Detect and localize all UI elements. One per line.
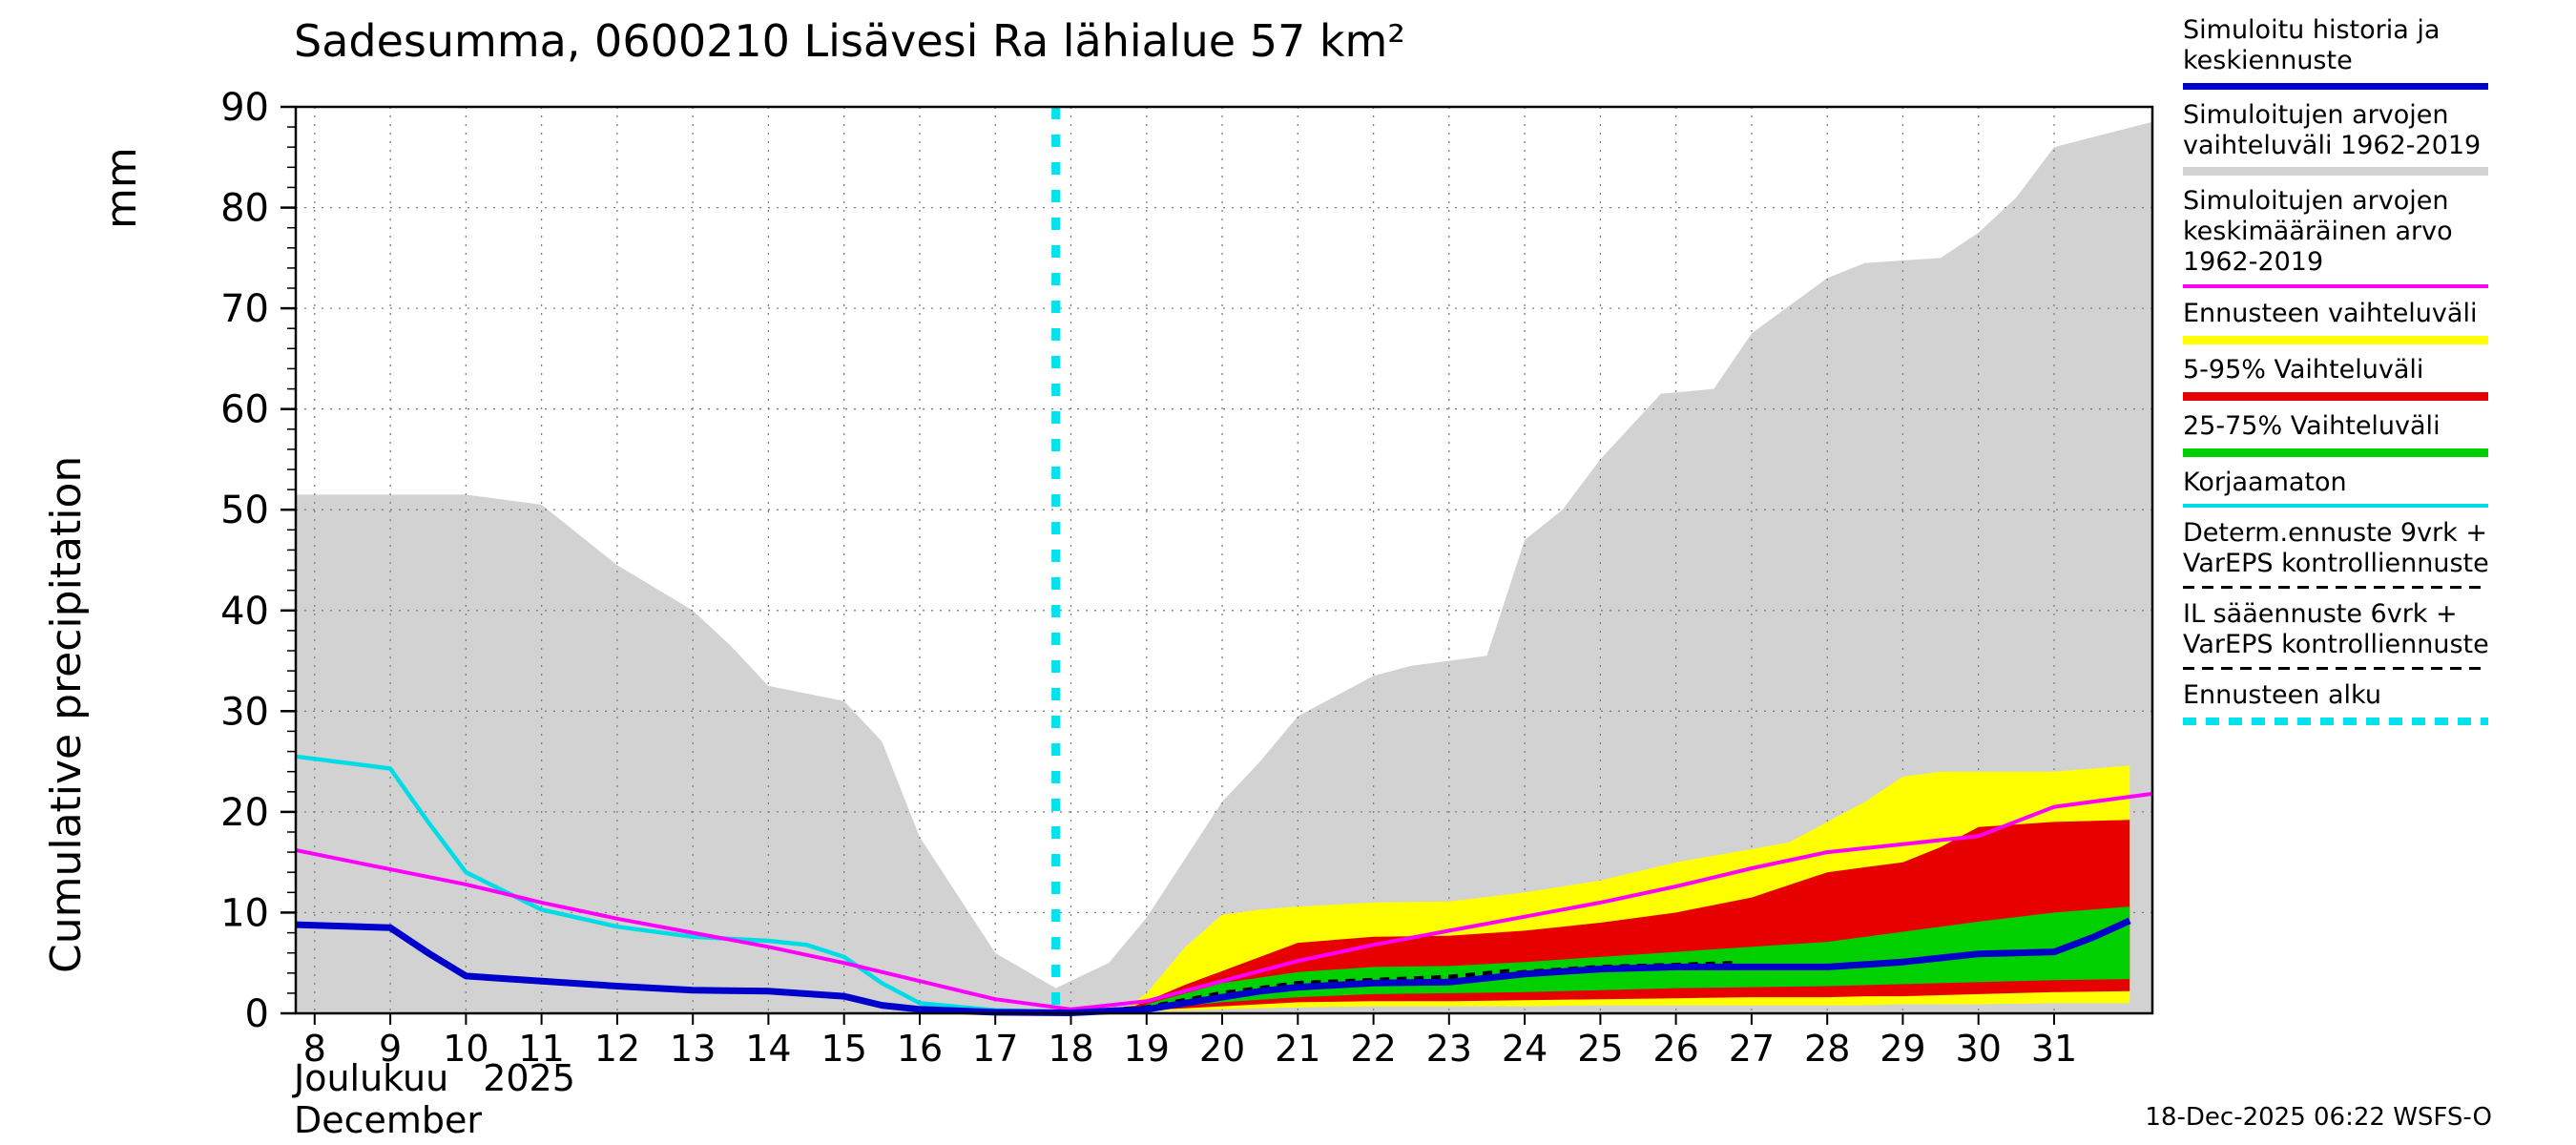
legend-sample-forecast-start-line bbox=[2183, 717, 2488, 725]
legend-item-8: IL sääennuste 6vrk + VarEPS kontrollienn… bbox=[2183, 599, 2536, 670]
plot-frame bbox=[294, 105, 2154, 1015]
simulated-range-1962-2019-band bbox=[296, 121, 2152, 1014]
x-tick-label: 17 bbox=[972, 1028, 1018, 1070]
legend-item-1: Simuloitujen arvojen vaihteluväli 1962-2… bbox=[2183, 100, 2536, 177]
x-tick-label: 12 bbox=[594, 1028, 640, 1070]
legend-label: Simuloitu historia ja keskiennuste bbox=[2183, 15, 2441, 75]
y-axis-minor-ticks bbox=[287, 126, 296, 994]
il-forecast-6d-line bbox=[1055, 968, 1510, 1014]
x-axis-ticks: 8 9 10 11 12 13 14 15 16 17 18 19 20 21 22 23 24 25 26 27 28… bbox=[303, 1013, 2077, 1070]
legend-label: Korjaamaton bbox=[2183, 467, 2347, 497]
legend-item-2: Simuloitujen arvojen keskimääräinen arvo… bbox=[2183, 186, 2536, 289]
x-tick-label: 24 bbox=[1502, 1028, 1548, 1070]
x-tick-label: 16 bbox=[897, 1028, 943, 1070]
x-tick-label: 19 bbox=[1124, 1028, 1170, 1070]
legend-item-3: Ennusteen vaihteluväli bbox=[2183, 299, 2536, 344]
legend-label: Ennusteen alku bbox=[2183, 679, 2381, 710]
x-tick-label: 13 bbox=[670, 1028, 716, 1070]
legend-label: 25-75% Vaihteluväli bbox=[2183, 410, 2441, 441]
y-tick-label: 20 bbox=[220, 791, 269, 835]
legend-item-5: 25-75% Vaihteluväli bbox=[2183, 411, 2536, 457]
x-axis-month-label-fi: Joulukuu 2025 bbox=[294, 1057, 575, 1099]
legend-label: IL sääennuste 6vrk + VarEPS kontrollienn… bbox=[2183, 599, 2489, 660]
y-tick-label: 70 bbox=[220, 287, 269, 331]
x-tick-label: 27 bbox=[1729, 1028, 1775, 1070]
legend-item-4: 5-95% Vaihteluväli bbox=[2183, 355, 2536, 401]
x-tick-label: 9 bbox=[379, 1028, 402, 1070]
legend-label: Simuloitujen arvojen vaihteluväli 1962-2… bbox=[2183, 99, 2482, 160]
x-axis-month-label-en: December bbox=[294, 1099, 483, 1141]
year-label: 2025 bbox=[483, 1057, 575, 1099]
legend-sample-simulated-mean-line bbox=[2183, 284, 2488, 289]
legend-item-6: Korjaamaton bbox=[2183, 468, 2536, 509]
x-tick-label: 31 bbox=[2031, 1028, 2077, 1070]
legend-label: 5-95% Vaihteluväli bbox=[2183, 354, 2424, 385]
x-tick-label: 22 bbox=[1350, 1028, 1396, 1070]
chart-title: Sadesumma, 0600210 Lisävesi Ra lähialue … bbox=[294, 15, 1405, 67]
legend-sample-simulated-history-line bbox=[2183, 82, 2488, 90]
y-tick-label: 60 bbox=[220, 388, 269, 432]
legend-label: Simuloitujen arvojen keskimääräinen arvo… bbox=[2183, 186, 2453, 278]
x-tick-label: 11 bbox=[518, 1028, 564, 1070]
y-tick-label: 30 bbox=[220, 690, 269, 734]
simulated-history-and-central-forecast-line bbox=[295, 917, 2131, 1016]
simulated-mean-1962-2019-line bbox=[295, 791, 2153, 1011]
legend-sample-simulated-range-band bbox=[2183, 167, 2488, 177]
legend-sample-il-forecast-line bbox=[2183, 666, 2488, 670]
x-tick-label: 14 bbox=[745, 1028, 791, 1070]
y-tick-label: 80 bbox=[220, 187, 269, 231]
month-name-fi: Joulukuu bbox=[294, 1057, 449, 1099]
legend-item-9: Ennusteen alku bbox=[2183, 680, 2536, 725]
x-tick-label: 18 bbox=[1048, 1028, 1093, 1070]
x-tick-label: 23 bbox=[1426, 1028, 1472, 1070]
x-tick-label: 26 bbox=[1652, 1028, 1698, 1070]
x-tick-label: 21 bbox=[1275, 1028, 1320, 1070]
legend: Simuloitu historia ja keskiennuste Simulo… bbox=[2183, 15, 2536, 736]
y-axis-ticks: 0 10 20 30 40 50 60 70 80 90 bbox=[220, 86, 296, 1036]
x-tick-label: 29 bbox=[1880, 1028, 1925, 1070]
x-tick-label: 28 bbox=[1804, 1028, 1850, 1070]
x-tick-label: 8 bbox=[303, 1028, 326, 1070]
legend-sample-5-95-band bbox=[2183, 391, 2488, 401]
generation-timestamp: 18-Dec-2025 06:22 WSFS-O bbox=[2145, 1103, 2492, 1132]
legend-label: Determ.ennuste 9vrk + VarEPS kontrollien… bbox=[2183, 518, 2489, 579]
legend-sample-uncorrected-line bbox=[2183, 504, 2488, 509]
x-tick-label: 15 bbox=[821, 1028, 867, 1070]
gridlines bbox=[296, 107, 2152, 1013]
x-tick-label: 25 bbox=[1577, 1028, 1623, 1070]
y-tick-label: 40 bbox=[220, 590, 269, 634]
x-tick-label: 20 bbox=[1199, 1028, 1245, 1070]
legend-item-7: Determ.ennuste 9vrk + VarEPS kontrollien… bbox=[2183, 518, 2536, 590]
legend-sample-25-75-band bbox=[2183, 448, 2488, 457]
legend-item-0: Simuloitu historia ja keskiennuste bbox=[2183, 15, 2536, 90]
y-tick-label: 10 bbox=[220, 891, 269, 935]
y-tick-label: 90 bbox=[220, 86, 269, 130]
y-axis-label: Cumulative precipitation bbox=[42, 455, 91, 973]
y-tick-label: 0 bbox=[245, 992, 269, 1036]
y-axis-unit-label: mm bbox=[97, 147, 146, 229]
legend-sample-forecast-range-band bbox=[2183, 335, 2488, 344]
y-tick-label: 50 bbox=[220, 489, 269, 532]
x-tick-label: 30 bbox=[1956, 1028, 2002, 1070]
legend-label: Ennusteen vaihteluväli bbox=[2183, 299, 2478, 329]
x-tick-label: 10 bbox=[443, 1028, 488, 1070]
legend-sample-determ-forecast-line bbox=[2183, 586, 2488, 590]
